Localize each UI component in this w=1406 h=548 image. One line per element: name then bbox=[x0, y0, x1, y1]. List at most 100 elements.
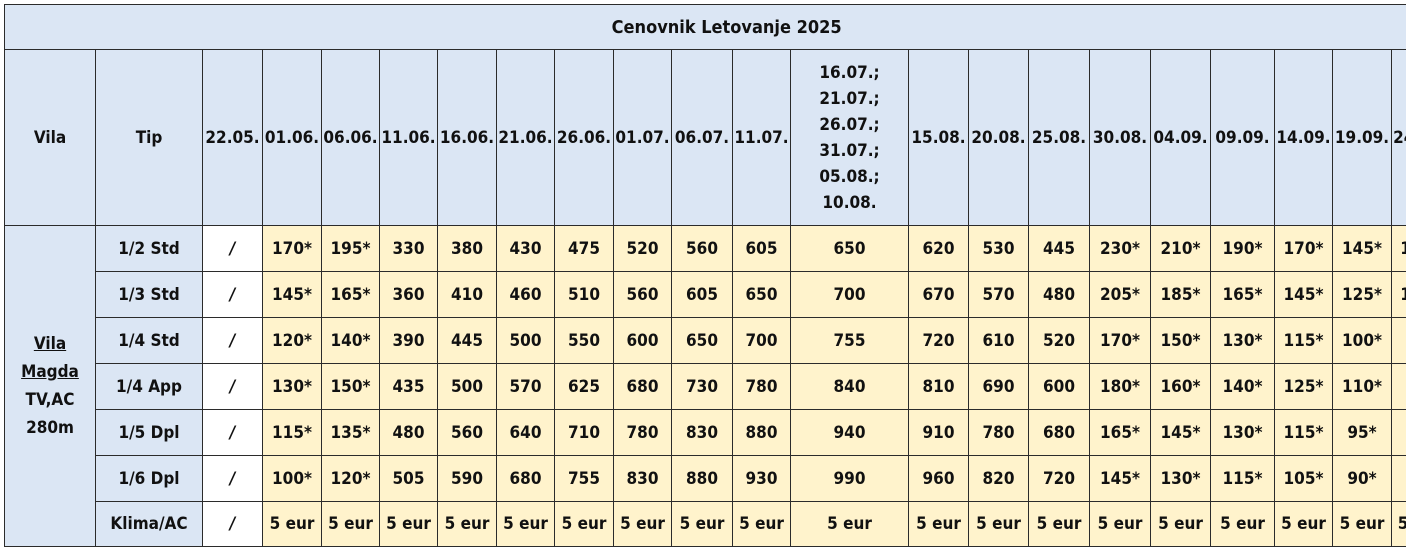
price-cell: 130* bbox=[262, 363, 322, 410]
price-cell-unavailable: / bbox=[202, 409, 263, 456]
price-cell: 605 bbox=[732, 225, 791, 272]
column-header-date: 09.09. bbox=[1210, 49, 1275, 226]
price-cell: 480 bbox=[1028, 271, 1090, 318]
price-cell: 170* bbox=[262, 225, 322, 272]
room-type-cell: 1/2 Std bbox=[95, 225, 203, 272]
column-header-date: 25.08. bbox=[1028, 49, 1090, 226]
price-cell: 840 bbox=[790, 363, 909, 410]
table-row: 1/6 Dpl/100* 120* 505 590 680 755 830 880 930 990… bbox=[5, 455, 1406, 502]
price-cell: 500 bbox=[496, 317, 555, 364]
column-header-date: 16.07.; 21.07.; 26.07.; 31.07.; 05.08.; 10.08… bbox=[790, 49, 909, 226]
price-cell: 185* bbox=[1150, 271, 1211, 318]
column-header-date: 01.07. bbox=[613, 49, 672, 226]
price-cell: 600 bbox=[1028, 363, 1090, 410]
price-cell: 720 bbox=[908, 317, 969, 364]
price-cell: 115* bbox=[262, 409, 322, 456]
price-cell: 5 eur bbox=[1332, 501, 1392, 547]
price-cell: 170* bbox=[1274, 225, 1333, 272]
price-cell: 75* bbox=[1390, 455, 1406, 502]
price-cell: 640 bbox=[496, 409, 555, 456]
price-cell: 170* bbox=[1089, 317, 1151, 364]
price-cell: 520 bbox=[1028, 317, 1090, 364]
price-cell: 930 bbox=[732, 455, 791, 502]
price-cell: 190* bbox=[1210, 225, 1275, 272]
price-cell: 100* bbox=[1332, 317, 1392, 364]
vila-name-line2: Magda bbox=[21, 362, 79, 382]
price-cell: 445 bbox=[1028, 225, 1090, 272]
price-cell: 115* bbox=[1210, 455, 1275, 502]
price-cell: 145* bbox=[1274, 271, 1333, 318]
price-cell: 145* bbox=[1150, 409, 1211, 456]
price-cell: 590 bbox=[437, 455, 497, 502]
price-cell: 700 bbox=[790, 271, 909, 318]
room-type-cell: 1/4 App bbox=[95, 363, 203, 410]
price-cell: 390 bbox=[379, 317, 438, 364]
column-header-date: 21.06. bbox=[496, 49, 555, 226]
room-type-cell: 1/5 Dpl bbox=[95, 409, 203, 456]
price-cell: 205* bbox=[1089, 271, 1151, 318]
price-cell-unavailable: / bbox=[202, 317, 263, 364]
price-cell: 730 bbox=[671, 363, 733, 410]
vila-distance: 280m bbox=[26, 418, 74, 438]
column-header-date: 11.07. bbox=[732, 49, 791, 226]
price-cell: 755 bbox=[790, 317, 909, 364]
column-header-date: 15.08. bbox=[908, 49, 969, 226]
price-cell: 610 bbox=[968, 317, 1029, 364]
price-cell: 445 bbox=[437, 317, 497, 364]
price-cell: 5 eur bbox=[554, 501, 614, 547]
price-cell: 460 bbox=[496, 271, 555, 318]
price-cell: 5 eur bbox=[1028, 501, 1090, 547]
price-cell: 210* bbox=[1150, 225, 1211, 272]
column-header-date: 26.06. bbox=[554, 49, 614, 226]
price-cell: 680 bbox=[613, 363, 672, 410]
price-cell: 605 bbox=[671, 271, 733, 318]
price-cell: 650 bbox=[671, 317, 733, 364]
header-row: Vila Tip 22.05. 01.06. 06.06. 11.06. 16.06. 2… bbox=[4, 49, 1406, 226]
price-cell: 830 bbox=[613, 455, 672, 502]
room-type-cell: Klima/AC bbox=[95, 501, 203, 547]
price-cell: 755 bbox=[554, 455, 614, 502]
price-cell: 90* bbox=[1390, 363, 1406, 410]
price-cell: 80* bbox=[1390, 409, 1406, 456]
room-type-cell: 1/4 Std bbox=[95, 317, 203, 364]
column-header-date: 06.06. bbox=[321, 49, 380, 226]
price-cell: 180* bbox=[1089, 363, 1151, 410]
column-header-date: 04.09. bbox=[1150, 49, 1211, 226]
price-cell: 5 eur bbox=[790, 501, 909, 547]
price-cell: 780 bbox=[968, 409, 1029, 456]
column-header-date: 30.08. bbox=[1089, 49, 1151, 226]
price-cell: 990 bbox=[790, 455, 909, 502]
price-cell: 5 eur bbox=[1210, 501, 1275, 547]
price-cell: 810 bbox=[908, 363, 969, 410]
price-cell: 230* bbox=[1089, 225, 1151, 272]
price-cell: 145* bbox=[1332, 225, 1392, 272]
price-cell: 130* bbox=[1210, 317, 1275, 364]
price-cell: 940 bbox=[790, 409, 909, 456]
price-cell: 125* bbox=[1332, 271, 1392, 318]
price-cell: 5 eur bbox=[968, 501, 1029, 547]
price-cell: 5 eur bbox=[908, 501, 969, 547]
vila-amenities: TV,AC bbox=[25, 390, 75, 410]
price-cell: 140* bbox=[1210, 363, 1275, 410]
vila-cell: Vila Magda TV,AC 280m bbox=[4, 225, 96, 547]
column-header-vila: Vila bbox=[4, 49, 96, 226]
column-header-date: 24.09. bbox=[1390, 49, 1406, 226]
column-header-date: 11.06. bbox=[379, 49, 438, 226]
price-cell: 550 bbox=[554, 317, 614, 364]
price-cell: 710 bbox=[554, 409, 614, 456]
price-cell: 880 bbox=[732, 409, 791, 456]
table-row: 1/3 Std/145* 165* 360 410 460 510 560 605 650 700… bbox=[5, 271, 1406, 318]
price-cell-unavailable: / bbox=[202, 455, 263, 502]
price-cell: 380 bbox=[437, 225, 497, 272]
price-cell: 680 bbox=[496, 455, 555, 502]
price-cell: 680 bbox=[1028, 409, 1090, 456]
price-cell: 95* bbox=[1332, 409, 1392, 456]
price-cell: 570 bbox=[968, 271, 1029, 318]
price-cell: 145* bbox=[1089, 455, 1151, 502]
price-cell: 120* bbox=[1390, 225, 1406, 272]
price-cell: 5 eur bbox=[613, 501, 672, 547]
price-cell: 560 bbox=[613, 271, 672, 318]
price-cell: 105* bbox=[1274, 455, 1333, 502]
column-header-date: 06.07. bbox=[671, 49, 733, 226]
price-cell: 520 bbox=[613, 225, 672, 272]
